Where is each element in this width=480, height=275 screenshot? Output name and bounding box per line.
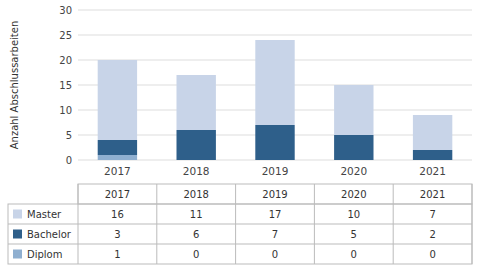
table-col-line	[393, 184, 394, 264]
bar-segment	[413, 115, 452, 150]
table-value: 7	[272, 229, 278, 240]
legend-swatch	[13, 210, 22, 219]
table-value: 16	[111, 209, 124, 220]
table-header: 2018	[183, 189, 208, 200]
bar-segment	[413, 150, 452, 160]
y-tick-label: 30	[59, 5, 72, 16]
table-value: 0	[272, 249, 278, 260]
table-value: 10	[347, 209, 360, 220]
x-tick-label: 2019	[262, 165, 289, 177]
table-col-line	[235, 184, 236, 264]
table-value: 2	[429, 229, 435, 240]
x-tick-label: 2020	[340, 165, 367, 177]
chart-svg: 051015202530Anzahl Abschlussarbeiten2017…	[0, 0, 480, 275]
table-col-line	[472, 184, 473, 264]
table-value: 17	[269, 209, 282, 220]
y-tick-label: 5	[66, 130, 72, 141]
bar-segment	[334, 135, 373, 160]
grid	[78, 10, 472, 160]
y-tick-label: 15	[59, 80, 72, 91]
table-col-line	[314, 184, 315, 264]
table-value: 7	[429, 209, 435, 220]
table-col-line	[78, 184, 79, 264]
y-tick-label: 25	[59, 30, 72, 41]
table-value: 0	[193, 249, 199, 260]
y-tick-label: 10	[59, 105, 72, 116]
chart-container: 051015202530Anzahl Abschlussarbeiten2017…	[0, 0, 480, 275]
table-header: 2017	[105, 189, 130, 200]
grid-line	[78, 10, 472, 11]
legend-label: Bachelor	[27, 229, 72, 240]
bar-segment	[98, 60, 137, 140]
bar-segment	[177, 75, 216, 130]
table-header-border	[78, 184, 472, 204]
legend-swatch	[13, 250, 22, 259]
legend-label: Diplom	[27, 249, 62, 260]
bar-segment	[98, 155, 137, 160]
bar-segment	[255, 125, 294, 160]
table-header: 2021	[420, 189, 445, 200]
y-tick-label: 20	[59, 55, 72, 66]
table-header: 2019	[262, 189, 287, 200]
table-value: 5	[351, 229, 357, 240]
table-value: 11	[190, 209, 203, 220]
x-tick-label: 2021	[419, 165, 446, 177]
bar-segment	[177, 130, 216, 160]
table-value: 1	[114, 249, 120, 260]
table-header: 2020	[341, 189, 366, 200]
legend-label: Master	[27, 209, 62, 220]
legend-swatch	[13, 230, 22, 239]
table-value: 6	[193, 229, 199, 240]
table-value: 0	[351, 249, 357, 260]
bars	[98, 40, 453, 160]
bar-segment	[98, 140, 137, 155]
data-table: 20172018201920202021Master161117107Bache…	[8, 184, 472, 264]
bar-segment	[334, 85, 373, 135]
table-col-line	[156, 184, 157, 264]
x-tick-label: 2018	[183, 165, 210, 177]
y-tick-label: 0	[66, 155, 72, 166]
grid-line	[78, 35, 472, 36]
x-tick-label: 2017	[104, 165, 131, 177]
table-value: 3	[114, 229, 120, 240]
bar-segment	[255, 40, 294, 125]
table-value: 0	[429, 249, 435, 260]
y-axis-label: Anzahl Abschlussarbeiten	[9, 21, 20, 150]
